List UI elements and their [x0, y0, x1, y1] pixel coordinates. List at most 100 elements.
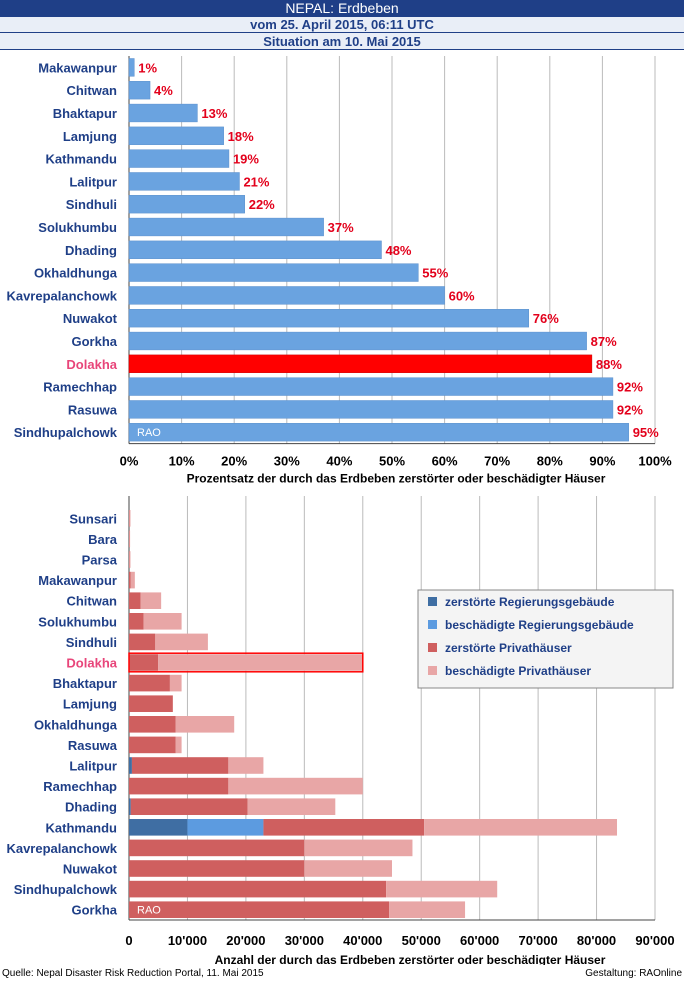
situation-date: Situation am 10. Mai 2015: [0, 33, 684, 50]
x-tick-label: 0: [125, 933, 132, 948]
data-label: 60%: [449, 288, 475, 303]
category-label: Lalitpur: [69, 174, 117, 189]
stack-segment: [175, 716, 235, 733]
stack-segment: [129, 798, 131, 815]
bar: [128, 309, 530, 328]
data-label: 76%: [533, 311, 559, 326]
stack-segment: [228, 777, 363, 795]
stack-segment: [155, 633, 208, 651]
stack-segment: [129, 674, 170, 692]
legend-entry: zerstörte Privathäuser: [445, 641, 572, 655]
x-tick-label: 60%: [432, 454, 458, 469]
category-label: Sindhupalchowk: [14, 882, 118, 897]
data-label: 1%: [138, 60, 157, 75]
data-label: 18%: [228, 129, 254, 144]
stack-segment: [386, 880, 498, 898]
stack-segment: [129, 860, 305, 877]
stack-segment: [129, 654, 159, 671]
x-tick-label: 90%: [589, 454, 615, 469]
stack-segment: [158, 654, 363, 671]
data-label: 4%: [154, 83, 173, 98]
legend-box: [417, 589, 674, 689]
stack-segment: [129, 901, 390, 918]
stack-segment: [129, 571, 131, 589]
category-label: Parsa: [82, 553, 118, 568]
x-tick-label: 70'000: [518, 933, 557, 948]
legend-swatch: [428, 666, 437, 675]
stack-segment: [129, 757, 132, 774]
stack-segment: [129, 880, 387, 898]
stack-segment: [131, 757, 229, 774]
bar: [128, 263, 419, 282]
x-tick-label: 40%: [326, 454, 352, 469]
percentage-bar-chart: 0% 10% 20% 30% 40% 50% 60% 70% 80% 90% 100% Makawan…: [6, 56, 672, 486]
x-axis-label: Anzahl der durch das Erdbeben zerstörter…: [215, 953, 606, 965]
stack-segment: [129, 530, 131, 548]
stack-segment: [263, 819, 425, 836]
data-label: 21%: [243, 174, 269, 189]
bar: [128, 354, 593, 373]
bar: [128, 58, 135, 77]
data-label: 92%: [617, 380, 643, 395]
bar: [128, 377, 614, 396]
category-label: Okhaldhunga: [34, 717, 118, 732]
stack-segment: [169, 674, 182, 692]
stack-segment: [129, 819, 188, 836]
x-tick-label: 10'000: [168, 933, 207, 948]
page-subtitle: vom 25. April 2015, 06:11 UTC: [0, 17, 684, 33]
category-label: Bhaktapur: [53, 106, 117, 121]
legend-swatch: [428, 643, 437, 652]
stack-segment: [129, 613, 144, 630]
page-title: NEPAL: Erdbeben: [0, 0, 684, 17]
category-label: Nuwakot: [63, 311, 118, 326]
stack-segment: [130, 571, 135, 589]
x-tick-label: 30'000: [285, 933, 324, 948]
category-label: Dolakha: [66, 656, 117, 671]
category-label: Gorkha: [71, 903, 117, 918]
category-label: Gorkha: [71, 334, 117, 349]
category-label: Solukhumbu: [38, 220, 117, 235]
stack-segment: [129, 777, 229, 795]
x-axis-label: Prozentsatz der durch das Erdbeben zerst…: [187, 472, 606, 486]
count-stacked-bar-chart: 0 10'000 20'000 30'000 40'000 50'000 60'000 70'…: [6, 496, 675, 965]
stack-segment: [175, 736, 182, 754]
stack-segment: [129, 592, 141, 609]
x-tick-label: 70%: [484, 454, 510, 469]
category-label: Nuwakot: [63, 862, 118, 877]
data-label: 88%: [596, 357, 622, 372]
category-label: Bara: [88, 532, 118, 547]
stack-segment: [228, 757, 264, 774]
stack-segment: [129, 510, 131, 527]
category-label: Ramechhap: [43, 779, 117, 794]
stack-segment: [129, 695, 173, 712]
bar: [128, 195, 245, 214]
bar: [128, 81, 151, 100]
bar: [128, 331, 587, 351]
credit-note: Gestaltung: RAOnline: [585, 968, 682, 979]
data-label: 13%: [201, 106, 227, 121]
category-label: Solukhumbu: [38, 614, 117, 629]
bar: [128, 217, 324, 237]
source-note: Quelle: Nepal Disaster Risk Reduction Po…: [2, 968, 264, 979]
category-label: Kathmandu: [46, 820, 118, 835]
x-tick-label: 0%: [120, 454, 139, 469]
category-label: Bhaktapur: [53, 676, 117, 691]
legend-entry: beschädigte Privathäuser: [445, 664, 591, 678]
x-tick-label: 50'000: [402, 933, 441, 948]
category-label: Sindhuli: [66, 635, 117, 650]
x-tick-label: 60'000: [460, 933, 499, 948]
category-label: Sindhuli: [66, 197, 117, 212]
category-label: Makawanpur: [38, 573, 117, 588]
stack-segment: [129, 633, 156, 651]
bar: [128, 400, 614, 419]
data-label: 19%: [233, 152, 259, 167]
category-label: Sunsari: [69, 511, 117, 526]
x-tick-label: 50%: [379, 454, 405, 469]
bar: [128, 172, 240, 191]
stack-segment: [129, 839, 305, 857]
stack-segment: [247, 798, 336, 815]
category-label: Lamjung: [63, 697, 117, 712]
category-label: Chitwan: [66, 83, 117, 98]
category-label: Ramechhap: [43, 380, 117, 395]
stack-segment: [304, 860, 392, 877]
